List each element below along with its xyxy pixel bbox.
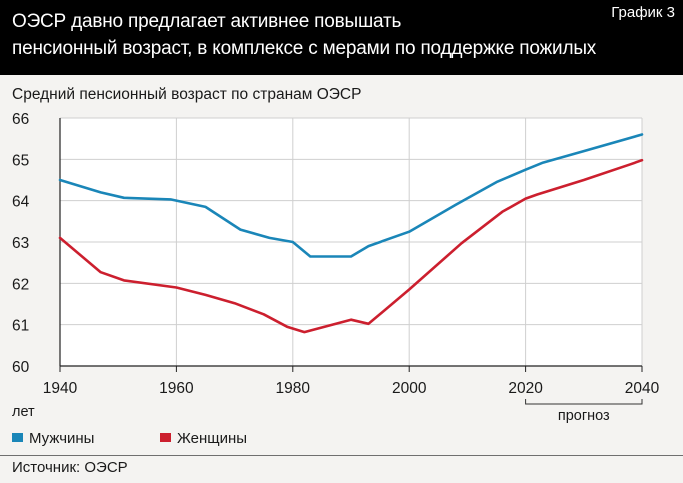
x-tick-label: 1940 [43,380,78,397]
x-tick-label: 2040 [625,380,660,397]
forecast-label: прогноз [558,408,610,424]
headline-line-1: ОЭСР давно предлагает активнее повышать [12,11,402,32]
chart-title: Средний пенсионный возраст по странам ОЭ… [12,86,362,103]
y-tick-label: 63 [12,235,29,252]
legend-item-men: Мужчины [12,430,94,447]
series-line-men [58,133,644,258]
x-tick-label: 2000 [392,380,427,397]
legend-label-women: Женщины [177,430,248,447]
y-tick-label: 60 [12,359,30,376]
forecast-bracket [525,399,643,405]
legend-item-women: Женщины [160,430,247,447]
chart-headline: ОЭСР давно предлагает активнее повышать … [12,8,612,62]
y-tick-label: 62 [12,276,29,293]
x-tick-label: 2020 [508,380,543,397]
y-tick-label: 65 [12,152,29,169]
footer-divider [0,455,683,456]
series-line-women [58,158,644,334]
headline-line-2: пенсионный возраст, в комплексе с мерами… [12,38,597,59]
x-tick-label: 1960 [159,380,194,397]
legend-swatch-women [160,433,171,442]
legend-swatch-men [12,433,23,442]
chart-header: ОЭСР давно предлагает активнее повышать … [0,0,683,75]
x-tick-label: 1980 [276,380,311,397]
y-unit-label: лет [12,404,35,420]
source-note: Источник: ОЭСР [12,459,128,476]
legend-label-men: Мужчины [29,430,95,447]
y-tick-label: 61 [12,318,29,335]
y-tick-label: 64 [12,194,30,211]
y-tick-label: 66 [12,111,29,128]
graph-number-label: График 3 [611,4,675,21]
